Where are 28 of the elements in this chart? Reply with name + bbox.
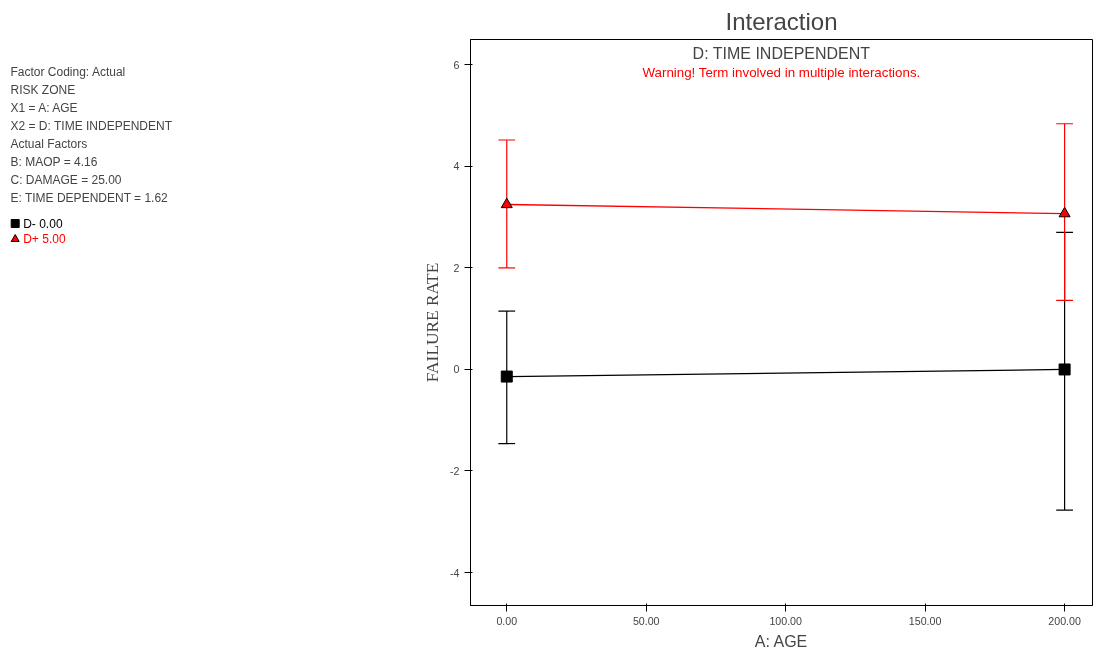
x-tick-label: 0.00 [496,614,518,627]
x-tick-label: 100.00 [769,614,803,627]
chart-subtitle: D: TIME INDEPENDENT [692,44,871,62]
point [500,370,513,383]
chart-title: Interaction [725,7,838,35]
text: Factor Coding: Actual [10,64,126,79]
x-tick-label: 50.00 [632,614,660,627]
annotation: Warning! Term involved in multiple interactions. [642,64,921,80]
legend-label: D+ 5.00 [23,232,66,247]
text: Actual Factors [10,136,88,151]
y-tick-label: 4 [453,160,460,173]
x-tick-label: 200.00 [1048,614,1081,627]
text: E: TIME DEPENDENT = 1.62 [10,190,169,205]
y-tick-label: 2 [453,261,460,274]
text: X2 = D: TIME INDEPENDENT [10,118,173,133]
y-tick-label: -4 [450,566,460,579]
point [1058,363,1071,376]
text: RISK ZONE [10,82,76,97]
text: X1 = A: AGE [10,100,78,115]
x-tick-label: 150.00 [908,614,942,627]
text: C: DAMAGE = 25.00 [10,172,122,187]
y-axis-title: FAILURE RATE [423,262,443,383]
legend-label: D- 0.00 [23,216,63,231]
text: B: MAOP = 4.16 [10,154,98,169]
y-tick-label: 6 [453,58,460,71]
x-axis-title: A: AGE [754,632,808,650]
y-tick-label: 0 [453,363,460,376]
y-tick-label: -2 [450,464,460,477]
